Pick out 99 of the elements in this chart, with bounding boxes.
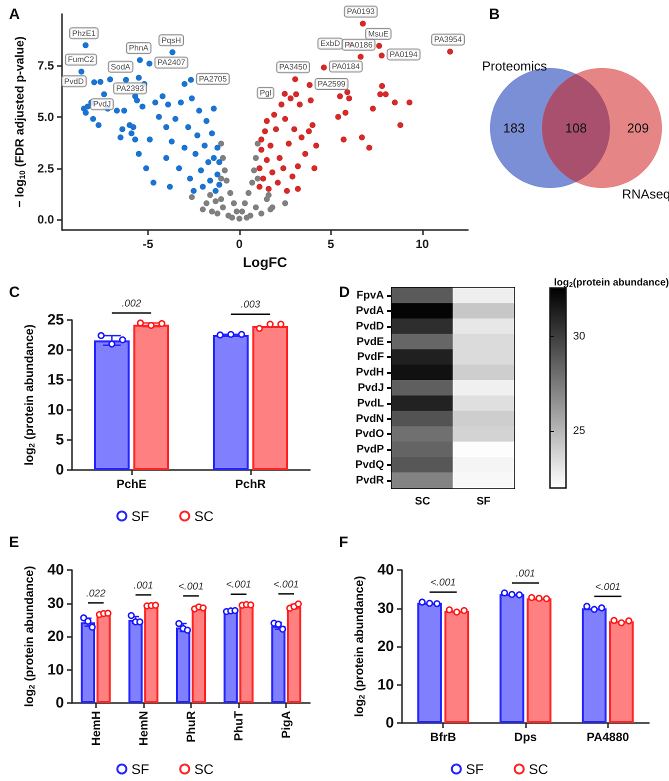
x-tick-label: Dps [514,730,538,744]
annotation: <.001 [274,579,299,590]
x-tick-label: PhuT [232,710,246,741]
y-tick-label: 0 [56,694,64,712]
y-tick-label: 10 [47,402,64,418]
y-tick-label: 25 [47,312,64,328]
annotation: PqsH [161,36,182,45]
y-tick-label: 10 [47,661,64,678]
x-tick-label: PA4880 [586,730,630,744]
y-tick-label: 30 [47,594,64,612]
annotation: .022 [86,588,106,600]
annotation: PA0194 [390,50,418,60]
x-tick-label: PchE [116,477,147,491]
chart-title: C [9,284,20,301]
annotation: PA3450 [279,62,308,72]
x-tick-label: PhuR [184,710,198,742]
y-tick-label: 10 [377,676,394,694]
text: Proteomics [482,58,548,74]
annotation: ExbD [320,39,340,48]
y-tick-label: PvdO [355,428,384,440]
chart-title: A [9,6,20,23]
y-tick-label: PvdF [357,351,384,364]
y-axis-title: log2 (protein abundance) [352,576,366,718]
annotation: Pgl [260,88,272,98]
annotation: <.001 [178,581,204,592]
y-tick-label: 30 [377,600,394,617]
chart-title: E [9,534,20,551]
y-axis-title: log2 (protein abundance) [22,324,36,466]
y-tick-label: FpvA [356,290,384,302]
y-tick-label: 20 [377,638,394,655]
annotation: <.001 [430,578,456,589]
y-tick-label: PvdJ [358,382,384,394]
y-tick-label: 5.0 [37,110,54,124]
text: B [489,6,500,23]
text: .002 [122,298,142,310]
x-tick-label: 10 [416,237,430,251]
chart-title: D [339,284,350,301]
annotation: <.001 [595,582,620,593]
x-tick-label: HemN [136,711,150,746]
y-tick-label: 40 [47,562,64,578]
y-tick-label: PvdQ [355,458,384,471]
legend-label: SF [466,761,484,777]
annotation: SodA [110,62,132,72]
chart-title: F [339,534,348,551]
y-axis-title: log2 (protein abundance) [22,566,36,708]
annotation: PvdJ [93,100,111,109]
data-label: 209 [627,120,649,136]
y-tick-label: PvdE [356,336,384,348]
y-tick-label: PvdD [356,320,384,332]
legend-label: SF [131,508,150,524]
annotation: .001 [516,568,536,580]
annotation: PA0184 [332,62,360,71]
y-tick-label: 5 [56,432,64,448]
color-bar-label: 30 [573,330,586,342]
data-label: 183 [503,120,525,136]
annotation: PA0186 [344,40,374,50]
legend-label: SC [194,761,214,777]
legend-label: SF [131,761,150,777]
annotation: FumC2 [68,55,95,64]
text: .003 [240,300,261,311]
y-tick-label: PvdP [356,444,384,456]
annotation: .001 [134,580,154,592]
y-tick-label: PvdA [356,305,384,318]
x-tick-label: 0 [236,237,244,251]
x-tick-label: 5 [327,237,334,251]
y-tick-label: PvdH [356,366,384,379]
y-tick-label: 20 [47,628,64,645]
y-tick-label: 40 [377,562,394,578]
y-tick-label: 0.0 [37,212,54,227]
legend-label: SC [528,761,548,777]
y-tick-label: PvdN [356,412,384,425]
annotation: PhnA [128,44,150,53]
x-tick-label: BfrB [430,730,456,744]
annotation: MsuE [368,29,389,38]
annotation: PA0193 [346,7,376,16]
annotation: PA2407 [157,58,186,68]
x-tick-label: HemH [88,711,103,746]
annotation: <.001 [226,580,252,591]
y-tick-label: 2.5 [37,161,54,176]
y-tick-label: PvdL [357,397,384,410]
annotation: PvdD [64,76,84,86]
color-bar-label: 25 [573,425,586,438]
annotation: PA2705 [198,74,228,84]
y-tick-label: 0 [56,462,64,478]
legend-label: SC [194,508,214,524]
y-tick-label: 20 [47,342,64,358]
x-tick-label: PchR [235,477,266,491]
data-label: 108 [565,120,587,136]
x-tick-label: PigA [279,710,294,738]
annotation: PA3954 [434,35,463,44]
annotation: PhzE1 [72,28,96,38]
y-tick-label: 7.5 [37,58,54,72]
y-tick-label: PvdR [356,474,384,486]
annotation: PA2599 [318,79,346,88]
y-axis-title: − log10 (FDR adjusted p-value) [12,36,27,208]
x-tick-label: -5 [142,237,154,251]
annotation: PA2393 [116,84,145,93]
y-tick-label: 15 [47,372,64,388]
x-axis-title: LogFC [242,254,288,270]
